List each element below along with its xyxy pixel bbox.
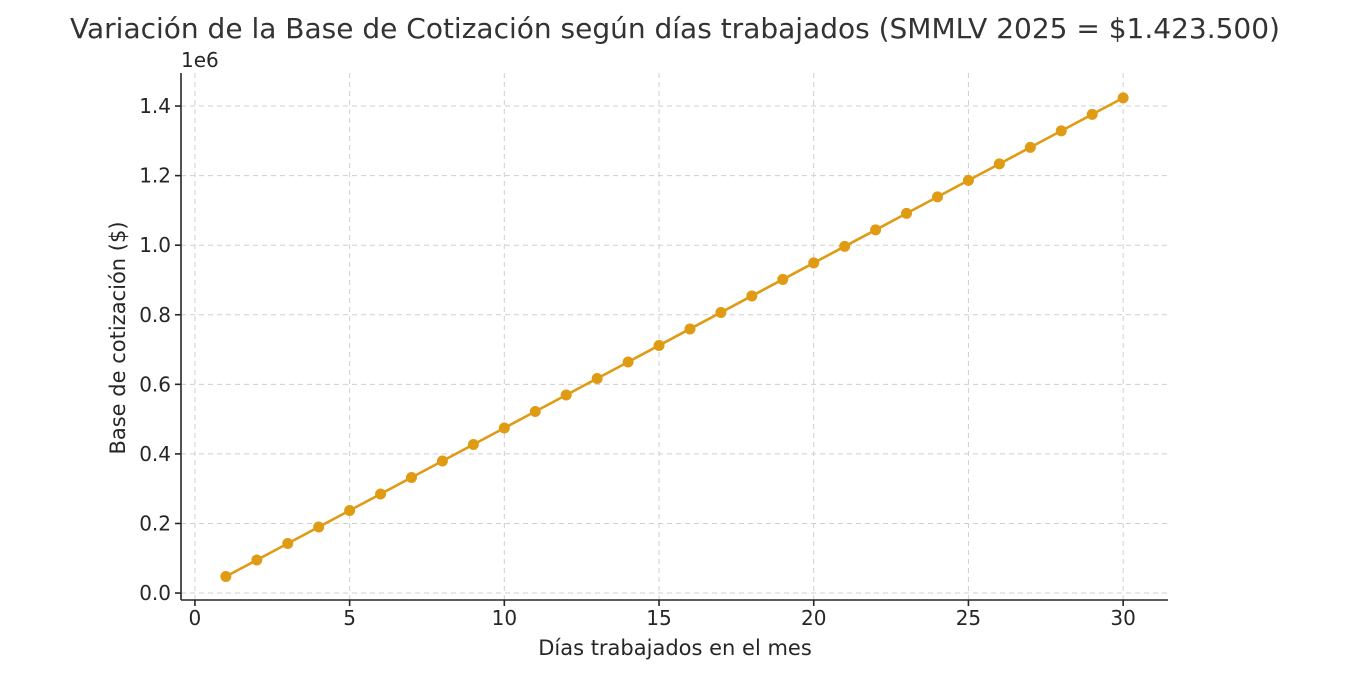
y-tick-label: 1.4 xyxy=(139,94,171,118)
data-point xyxy=(591,372,603,384)
x-tick-label: 20 xyxy=(801,606,826,630)
data-point xyxy=(993,158,1005,170)
data-point xyxy=(529,405,541,417)
data-point xyxy=(870,224,882,236)
data-point xyxy=(375,488,387,500)
data-point xyxy=(808,257,820,269)
series-line xyxy=(225,96,1124,578)
data-point xyxy=(684,323,696,335)
data-point xyxy=(344,505,356,517)
data-point xyxy=(715,306,727,318)
ticks: 0 5 10 15 20 25 30 0.0 0.2 0.4 0.6 0.8 1.0 1.2 1.4 xyxy=(139,94,1136,630)
data-point xyxy=(467,438,479,450)
data-point xyxy=(1117,92,1129,104)
data-point xyxy=(282,538,294,550)
data-point xyxy=(1086,108,1098,120)
x-tick-label: 10 xyxy=(492,606,517,630)
data-point xyxy=(560,389,572,401)
x-tick-label: 15 xyxy=(646,606,671,630)
data-point xyxy=(251,554,263,566)
y-axis-offset-label: 1e6 xyxy=(181,48,219,72)
x-tick-label: 25 xyxy=(956,606,981,630)
data-point xyxy=(436,455,448,467)
data-point xyxy=(498,422,510,434)
y-tick-label: 0.2 xyxy=(139,511,171,535)
chart-title: Variación de la Base de Cotización según… xyxy=(70,12,1280,45)
y-tick-label: 0.4 xyxy=(139,442,171,466)
x-tick-label: 30 xyxy=(1110,606,1135,630)
data-point xyxy=(220,571,232,583)
data-point xyxy=(1055,125,1067,137)
y-tick-label: 1.0 xyxy=(139,233,171,257)
y-tick-label: 0.8 xyxy=(139,303,171,327)
series-layer xyxy=(220,92,1129,583)
y-axis-label: Base de cotización ($) xyxy=(106,221,130,454)
data-point xyxy=(746,290,758,302)
y-tick-label: 0.0 xyxy=(139,581,171,605)
data-point xyxy=(653,339,665,351)
data-point xyxy=(622,356,634,368)
data-point xyxy=(839,240,851,252)
data-point xyxy=(1024,141,1036,153)
data-point xyxy=(931,191,943,203)
x-axis-label: Días trabajados en el mes xyxy=(538,636,812,660)
x-tick-label: 5 xyxy=(343,606,356,630)
axes xyxy=(180,73,1168,601)
y-tick-label: 1.2 xyxy=(139,164,171,188)
y-tick-label: 0.6 xyxy=(139,372,171,396)
grid xyxy=(181,73,1168,600)
data-point xyxy=(777,273,789,285)
data-point xyxy=(962,174,974,186)
data-point xyxy=(313,521,325,533)
x-tick-label: 0 xyxy=(189,606,202,630)
data-point xyxy=(901,207,913,219)
data-point xyxy=(406,472,418,484)
